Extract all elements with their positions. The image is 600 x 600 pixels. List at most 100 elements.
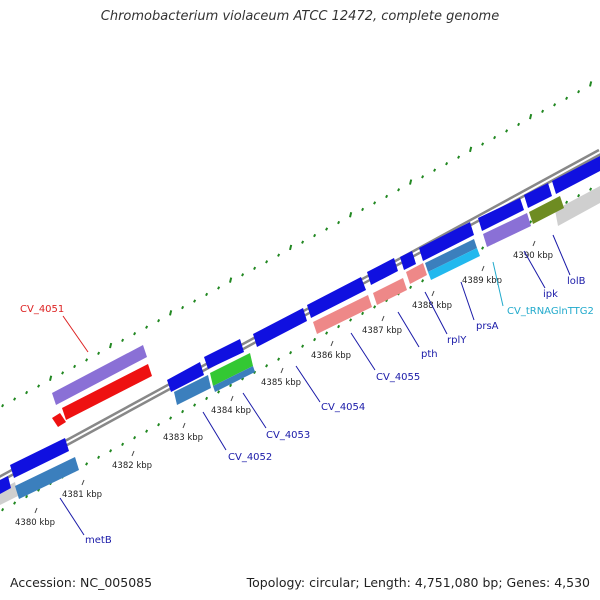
gene-CV_4051-lower[interactable] [62, 364, 152, 420]
gene-label[interactable]: prsA [476, 321, 499, 332]
gene-label[interactable]: metB [85, 535, 112, 546]
skew-dot [145, 429, 149, 433]
skew-dot [109, 449, 113, 453]
gene-ipk[interactable] [483, 213, 531, 247]
gc-dot [1, 403, 5, 408]
gc-dot [61, 371, 65, 375]
skew-dot [337, 324, 341, 329]
tick-mark [280, 367, 284, 374]
faded-feature-right [555, 186, 600, 226]
gene-pth[interactable] [373, 278, 407, 305]
gene-label[interactable]: lolB [567, 276, 586, 287]
leader-line [552, 234, 571, 276]
gc-dot [157, 318, 161, 323]
tick-mark [330, 340, 334, 347]
gene-lolB[interactable] [529, 196, 564, 224]
gene-CV_4051-upper[interactable] [52, 345, 147, 405]
gene-label[interactable]: pth [421, 349, 438, 360]
skew-dot [97, 455, 101, 460]
gene-block[interactable] [204, 339, 244, 369]
gc-dot [229, 277, 233, 283]
gene-label[interactable]: CV_tRNAGlnTTG2 [507, 306, 594, 317]
gc-dot [241, 273, 245, 277]
gc-dot [205, 292, 209, 297]
gc-dot [109, 342, 113, 349]
gene-metB-upper[interactable] [10, 438, 69, 478]
gene-block[interactable] [307, 277, 366, 318]
gene-CV_4053-blue[interactable] [213, 366, 255, 392]
skew-dot [325, 331, 329, 335]
skew-dot [361, 311, 365, 316]
skew-dot [1, 507, 5, 512]
leader-line [424, 291, 448, 335]
skew-dot [13, 501, 17, 505]
gene-prsA[interactable] [425, 239, 477, 272]
tick-mark [182, 422, 186, 429]
skew-dot [313, 337, 317, 342]
skew-dot [253, 370, 257, 375]
gene-metB-lower[interactable] [15, 457, 79, 499]
leader-line [523, 250, 546, 289]
gene-label[interactable]: CV_4055 [376, 372, 420, 383]
tick-label: 4386 kbp [311, 351, 351, 361]
gene-CV_4051-small[interactable] [52, 413, 66, 427]
skew-dot [181, 409, 185, 414]
skew-dot [301, 344, 305, 348]
gene-block[interactable] [367, 258, 398, 285]
skew-dot [121, 442, 125, 446]
gene-block[interactable] [419, 222, 474, 261]
gene-label[interactable]: rplY [447, 335, 467, 346]
gc-dot [97, 351, 101, 356]
gene-block[interactable] [253, 308, 307, 347]
tick-mark [532, 240, 536, 247]
skew-dot [373, 305, 377, 309]
tick-label: 4384 kbp [211, 406, 251, 416]
gene-label[interactable]: CV_4053 [266, 430, 310, 441]
gene-block[interactable] [400, 251, 416, 270]
gene-label[interactable]: CV_4052 [228, 452, 272, 463]
gene-CV_4052[interactable] [174, 375, 211, 405]
gene-tRNA[interactable] [428, 248, 480, 280]
skew-dot [529, 220, 533, 224]
skew-dot [133, 436, 137, 440]
gc-dot [565, 96, 569, 100]
gc-dot [313, 233, 317, 238]
skew-dot [157, 422, 161, 427]
gene-rplY[interactable] [406, 263, 427, 284]
tick-mark [34, 507, 38, 514]
skew-dot [85, 462, 89, 466]
gene-label[interactable]: CV_4054 [321, 402, 365, 413]
gene-CV_4055[interactable] [313, 295, 372, 334]
gc-dot [349, 212, 353, 218]
gc-dot [37, 384, 41, 388]
tick-mark [431, 290, 435, 297]
gene-block[interactable] [478, 198, 524, 231]
gc-dot [13, 397, 17, 401]
gc-dot [445, 161, 449, 166]
gene-block[interactable] [524, 183, 552, 208]
gc-dot [193, 299, 197, 303]
gc-dot [433, 168, 437, 172]
leader-line [492, 261, 504, 307]
topology-text: Topology: circular; Length: 4,751,080 bp… [246, 575, 590, 590]
gene-label[interactable]: ipk [543, 289, 558, 300]
gene-block[interactable] [167, 362, 204, 392]
gene-label[interactable]: CV_4051 [20, 304, 64, 315]
gc-dot [133, 332, 137, 336]
gc-dot [217, 286, 221, 290]
gc-dot [289, 244, 293, 251]
skew-dot [565, 200, 569, 204]
tick-mark [481, 265, 485, 272]
gc-dot [421, 175, 425, 179]
tick-mark [230, 395, 234, 402]
tick-label: 4389 kbp [462, 276, 502, 286]
tick-label: 4380 kbp [15, 518, 55, 528]
gc-dot [181, 305, 185, 310]
skew-dot [241, 377, 245, 381]
gene-CV_4053-green[interactable] [210, 353, 253, 386]
gene-block[interactable] [552, 156, 600, 194]
gene-block[interactable] [0, 476, 11, 494]
gc-dot [553, 103, 557, 107]
skew-dot [481, 246, 485, 250]
